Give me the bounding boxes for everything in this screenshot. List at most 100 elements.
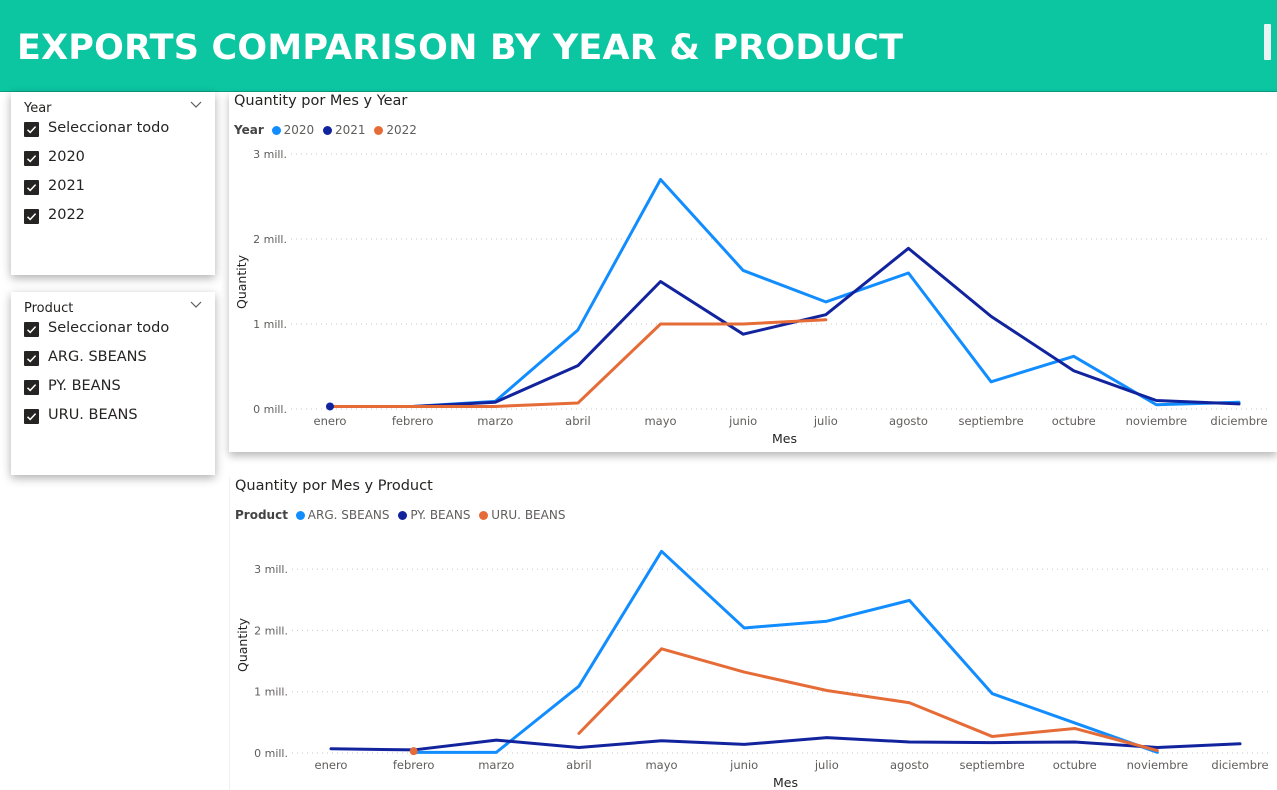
chart-legend: Product ARG. SBEANS PY. BEANS URU. BEANS	[235, 508, 570, 524]
legend-item-arg-sbeans[interactable]: ARG. SBEANS	[295, 508, 390, 522]
x-tick-label: septiembre	[959, 758, 1024, 772]
legend-title: Product	[235, 508, 288, 522]
chevron-down-icon[interactable]	[188, 297, 204, 313]
y-tick-label: 2 mill.	[254, 624, 288, 637]
year-slicer-header[interactable]: Year	[24, 97, 204, 116]
product-option-label: PY. BEANS	[48, 378, 121, 394]
chart-quantity-by-month-year[interactable]: Quantity por Mes y Year Year 2020 2021 2…	[229, 92, 1277, 452]
y-tick-label: 0 mill.	[254, 747, 288, 760]
year-slicer: Year Seleccionar todo 2020 2021 2022	[11, 92, 215, 275]
product-slicer: Product Seleccionar todo ARG. SBEANS PY.…	[11, 292, 215, 475]
legend-marker	[322, 125, 332, 135]
x-tick-label: octubre	[1053, 758, 1097, 772]
x-tick-label: enero	[315, 758, 348, 772]
line-chart-plot[interactable]: 0 mill. 1 mill. 2 mill. 3 mill. enero febrero…	[230, 477, 1277, 790]
x-tick-label: febrero	[393, 758, 435, 772]
legend-label: 2021	[334, 123, 366, 137]
x-tick-label: mayo	[645, 758, 677, 772]
product-option-py-beans[interactable]: PY. BEANS	[24, 377, 209, 399]
scrollbar-thumb[interactable]	[1264, 24, 1271, 60]
x-tick-label: marzo	[477, 414, 513, 428]
product-option-label: ARG. SBEANS	[48, 349, 147, 365]
series-line-py-beans	[329, 736, 1242, 752]
checkbox-checked-icon[interactable]	[24, 351, 39, 366]
chart-legend: Year 2020 2021 2022	[234, 123, 422, 139]
checkbox-checked-icon[interactable]	[24, 209, 39, 224]
x-tick-label: junio	[729, 758, 758, 772]
legend-item-2020[interactable]: 2020	[271, 123, 315, 137]
checkbox-checked-icon[interactable]	[24, 380, 39, 395]
y-tick-label: 1 mill.	[253, 318, 287, 331]
x-tick-label: enero	[314, 414, 347, 428]
x-tick-label: agosto	[890, 758, 929, 772]
product-option-uru-beans[interactable]: URU. BEANS	[24, 406, 209, 428]
product-option-arg-sbeans[interactable]: ARG. SBEANS	[24, 348, 209, 370]
checkbox-checked-icon[interactable]	[24, 151, 39, 166]
series-point-uru-beans	[411, 749, 417, 755]
year-slicer-title: Year	[24, 101, 52, 116]
x-tick-label: agosto	[889, 414, 928, 428]
x-tick-label: abril	[566, 758, 591, 772]
checkbox-checked-icon[interactable]	[24, 409, 39, 424]
year-option-label: 2022	[48, 207, 85, 223]
checkbox-checked-icon[interactable]	[24, 322, 39, 337]
line-chart-plot[interactable]: 0 mill. 1 mill. 2 mill. 3 mill. enero febrero…	[229, 92, 1277, 452]
legend-marker	[295, 510, 305, 520]
x-tick-label: septiembre	[958, 414, 1023, 428]
product-slicer-title: Product	[24, 301, 74, 316]
x-tick-label: julio	[814, 758, 839, 772]
y-tick-label: 0 mill.	[253, 403, 287, 416]
series-line-2020	[328, 178, 1241, 408]
year-option-2020[interactable]: 2020	[24, 148, 209, 170]
x-tick-label: junio	[728, 414, 757, 428]
series-line-arg-sbeans	[412, 549, 1159, 754]
y-tick-label: 3 mill.	[253, 148, 287, 161]
legend-title: Year	[234, 123, 264, 137]
y-tick-label: 3 mill.	[254, 563, 288, 576]
year-option-label: 2021	[48, 178, 85, 194]
product-option-label: Seleccionar todo	[48, 320, 170, 336]
chevron-down-icon[interactable]	[188, 97, 204, 113]
x-tick-label: octubre	[1052, 414, 1096, 428]
legend-label: ARG. SBEANS	[307, 508, 390, 522]
checkbox-checked-icon[interactable]	[24, 180, 39, 195]
legend-item-py-beans[interactable]: PY. BEANS	[398, 508, 470, 522]
y-axis-title: Quantity	[235, 617, 250, 672]
report-header: EXPORTS COMPARISON BY YEAR & PRODUCT	[0, 0, 1277, 92]
legend-item-2022[interactable]: 2022	[374, 123, 417, 137]
legend-marker	[374, 125, 384, 135]
legend-label: 2022	[386, 123, 417, 137]
checkbox-checked-icon[interactable]	[24, 122, 39, 137]
x-axis-title: Mes	[772, 431, 797, 446]
x-tick-label: febrero	[392, 414, 434, 428]
legend-label: PY. BEANS	[410, 508, 471, 522]
year-option-2022[interactable]: 2022	[24, 206, 209, 228]
series-line-uru-beans	[577, 647, 1159, 753]
legend-marker	[271, 125, 281, 135]
legend-marker	[479, 510, 489, 520]
legend-marker	[398, 510, 408, 520]
x-tick-label: diciembre	[1210, 414, 1267, 428]
x-tick-label: diciembre	[1211, 758, 1268, 772]
series-line-2021	[328, 246, 1241, 408]
x-axis-title: Mes	[773, 775, 798, 790]
legend-label: 2020	[283, 123, 315, 137]
x-tick-label: julio	[813, 414, 838, 428]
legend-label: URU. BEANS	[491, 508, 566, 522]
chart-quantity-by-month-product[interactable]: Quantity por Mes y Product Product ARG. …	[229, 477, 1277, 790]
x-tick-label: abril	[565, 414, 590, 428]
chart-title: Quantity por Mes y Year	[234, 93, 408, 109]
product-option-select-all[interactable]: Seleccionar todo	[24, 319, 209, 341]
x-tick-label: noviembre	[1126, 414, 1187, 428]
report-title: EXPORTS COMPARISON BY YEAR & PRODUCT	[17, 28, 904, 68]
year-option-2021[interactable]: 2021	[24, 177, 209, 199]
x-tick-label: marzo	[478, 758, 514, 772]
y-tick-label: 1 mill.	[254, 686, 288, 699]
year-option-select-all[interactable]: Seleccionar todo	[24, 119, 209, 141]
product-slicer-header[interactable]: Product	[24, 297, 204, 316]
year-option-label: Seleccionar todo	[48, 120, 170, 136]
legend-item-2021[interactable]: 2021	[322, 123, 366, 137]
series-line-2022	[328, 318, 828, 408]
legend-item-uru-beans[interactable]: URU. BEANS	[479, 508, 565, 522]
y-tick-label: 2 mill.	[253, 233, 287, 246]
